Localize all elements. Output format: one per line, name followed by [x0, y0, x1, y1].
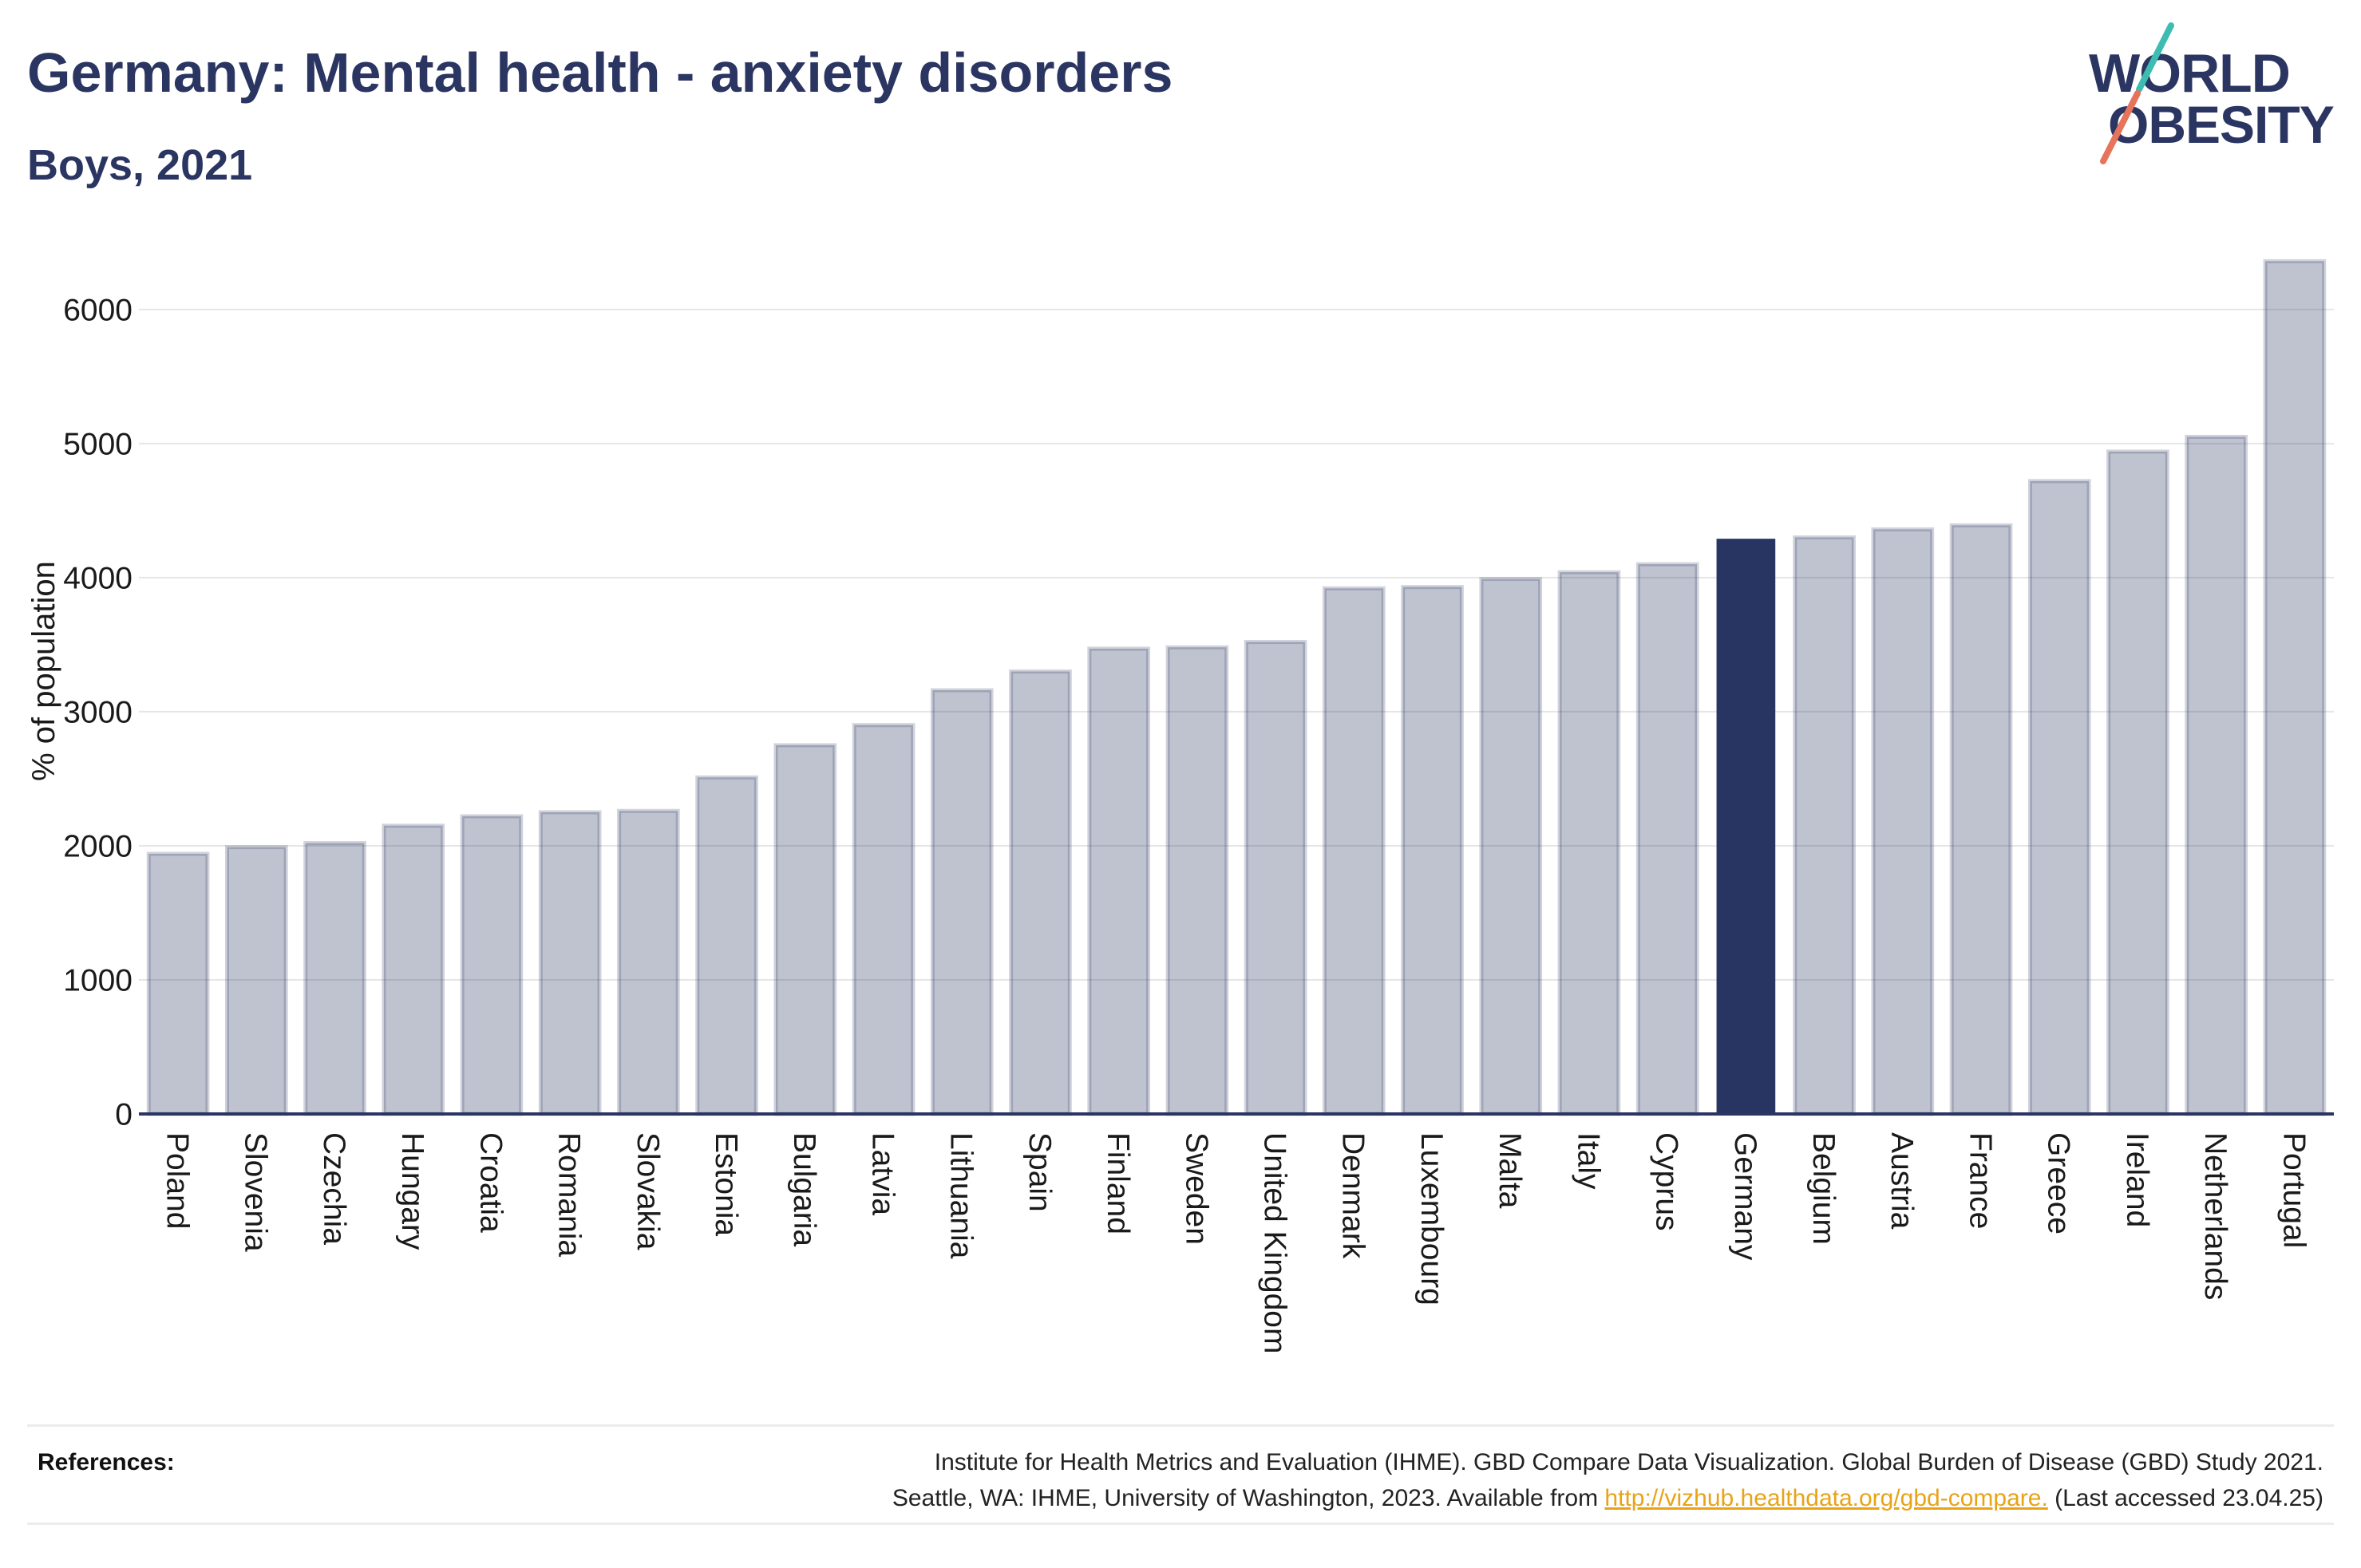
bar-latvia	[852, 723, 916, 1116]
logo-word-obesity: OBESITY	[2108, 95, 2335, 154]
x-tick-label: United Kingdom	[1257, 1132, 1291, 1354]
references-text: Institute for Health Metrics and Evaluat…	[892, 1444, 2323, 1516]
bar-belgium	[1793, 535, 1856, 1116]
bar-malta	[1479, 577, 1543, 1116]
reference-line-1: Institute for Health Metrics and Evaluat…	[934, 1449, 2323, 1475]
bar-cyprus	[1635, 562, 1699, 1116]
bar-austria	[1871, 527, 1935, 1116]
x-tick-label: Netherlands	[2198, 1132, 2232, 1300]
y-axis-title: % of population	[26, 561, 61, 781]
bar-germany-highlighted	[1716, 539, 1776, 1114]
x-tick-label: Portugal	[2276, 1132, 2311, 1248]
bar-united-kingdom	[1244, 640, 1307, 1116]
bar-luxembourg	[1401, 585, 1464, 1116]
bar-netherlands	[2185, 434, 2248, 1116]
world-obesity-logo: WORLD OBESITY	[2075, 16, 2347, 176]
x-tick-label: Spain	[1022, 1132, 1057, 1212]
chart-subtitle: Boys, 2021	[27, 141, 253, 189]
x-tick-label: Cyprus	[1650, 1132, 1684, 1231]
y-tick-label: 5000	[63, 427, 132, 461]
reference-line-2-prefix: Seattle, WA: IHME, University of Washing…	[892, 1485, 1605, 1511]
bar-croatia	[460, 814, 524, 1116]
bar-greece	[2027, 479, 2091, 1116]
bar-sweden	[1165, 645, 1229, 1116]
x-tick-label: Ireland	[2120, 1132, 2154, 1227]
gridlines	[139, 308, 2334, 981]
x-tick-label: Poland	[160, 1132, 194, 1229]
y-tick-label: 6000	[63, 293, 132, 327]
y-tick-label: 1000	[63, 964, 132, 998]
bar-spain	[1009, 669, 1072, 1116]
x-tick-label: Germany	[1728, 1132, 1762, 1261]
logo-word-world: WORLD	[2089, 43, 2291, 104]
bar-denmark	[1322, 586, 1386, 1116]
bar-slovenia	[224, 845, 288, 1116]
x-tick-label: Austria	[1884, 1132, 1919, 1230]
bar-romania	[538, 810, 602, 1116]
x-tick-label: Sweden	[1179, 1132, 1213, 1245]
x-tick-label: France	[1963, 1132, 1997, 1229]
y-tick-label: 4000	[63, 562, 132, 596]
references-footer: References: Institute for Health Metrics…	[27, 1424, 2334, 1525]
bar-slovakia	[617, 808, 680, 1116]
y-tick-label: 2000	[63, 830, 132, 864]
bar-estonia	[695, 775, 758, 1116]
x-tick-label: Greece	[2042, 1132, 2076, 1234]
bar-hungary	[382, 823, 445, 1116]
bar-finland	[1087, 646, 1151, 1116]
x-tick-label: Belgium	[1806, 1132, 1841, 1245]
reference-link[interactable]: http://vizhub.healthdata.org/gbd-compare…	[1604, 1485, 2048, 1511]
x-tick-label: Denmark	[1336, 1132, 1370, 1259]
bar-ireland	[2106, 449, 2169, 1116]
x-tick-label: Slovenia	[239, 1132, 273, 1252]
bar-poland	[146, 851, 210, 1116]
bar-czechia	[303, 841, 366, 1116]
x-tick-label: Lithuania	[944, 1132, 979, 1259]
bar-chart: 0 1000 2000 3000 4000 5000 6000 Poland Slovenia C…	[26, 259, 2334, 1354]
bar-france	[1949, 523, 2013, 1116]
x-tick-label: Estonia	[709, 1132, 743, 1236]
bars	[146, 259, 2327, 1116]
x-tick-label: Hungary	[395, 1132, 429, 1250]
reference-line-2: Seattle, WA: IHME, University of Washing…	[892, 1480, 2323, 1516]
x-tick-label: Bulgaria	[787, 1132, 821, 1246]
reference-line-2-suffix: (Last accessed 23.04.25)	[2047, 1485, 2323, 1511]
x-tick-label: Czechia	[317, 1132, 351, 1245]
chart-title: Germany: Mental health - anxiety disorde…	[27, 41, 1173, 104]
x-tick-label: Malta	[1493, 1132, 1527, 1209]
references-label: References:	[38, 1449, 175, 1475]
bar-bulgaria	[773, 743, 837, 1116]
x-tick-label: Slovakia	[631, 1132, 665, 1250]
logo-slash-icon	[2100, 22, 2174, 164]
x-tick-label: Latvia	[865, 1132, 900, 1215]
x-tick-label: Italy	[1571, 1132, 1605, 1190]
x-tick-label: Luxembourg	[1414, 1132, 1449, 1305]
bar-portugal	[2263, 259, 2327, 1116]
bar-lithuania	[930, 688, 994, 1116]
x-tick-label: Romania	[552, 1132, 587, 1257]
y-tick-label: 0	[115, 1098, 132, 1132]
tick-labels: 0 1000 2000 3000 4000 5000 6000 Poland Slovenia C…	[63, 293, 2311, 1353]
y-tick-label: 3000	[63, 696, 132, 730]
bar-italy	[1557, 570, 1621, 1116]
x-tick-label: Finland	[1101, 1132, 1135, 1234]
x-tick-label: Croatia	[473, 1132, 508, 1233]
